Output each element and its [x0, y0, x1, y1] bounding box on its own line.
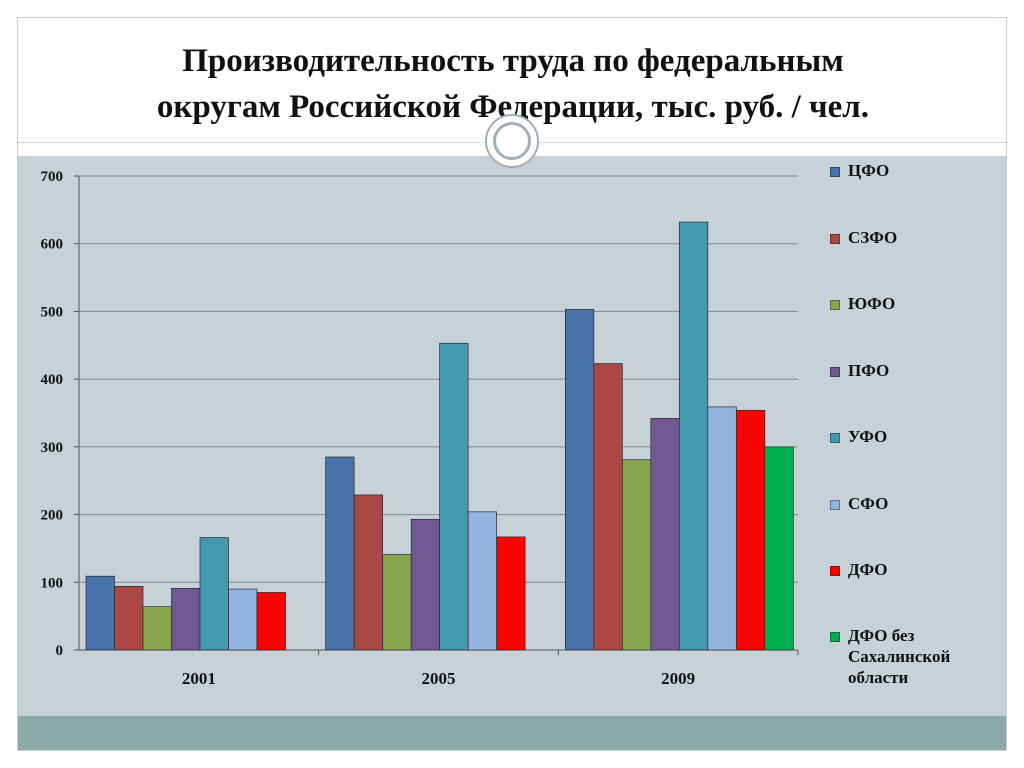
- legend-label: УФО: [848, 427, 888, 446]
- bar-УФО-2005: [439, 342, 469, 651]
- bar-ПФО-2005: [410, 518, 441, 651]
- y-tick-label: 600: [41, 237, 64, 253]
- legend-label: ДФО: [848, 560, 888, 579]
- y-tick-label: 200: [41, 508, 64, 524]
- bar-УФО-2009: [678, 221, 709, 651]
- y-tick-label: 500: [41, 304, 64, 320]
- bar-СЗФО-2009: [593, 363, 623, 651]
- circle-ornament-inner: [493, 122, 531, 160]
- y-tick-label: 700: [41, 169, 64, 185]
- legend-label: СЗФО: [848, 228, 898, 247]
- bar-СЗФО-2005: [353, 494, 384, 651]
- legend-swatch: [830, 500, 840, 510]
- bar-ЮФО-2005: [382, 554, 412, 651]
- bar-ПФО-2009: [650, 418, 680, 651]
- x-category-label: 2009: [661, 669, 695, 688]
- bar-ПФО-2001: [171, 588, 201, 651]
- x-category-label: 2005: [422, 669, 456, 688]
- legend-label: ДФО без Сахалинской области: [848, 626, 951, 687]
- legend-swatch: [830, 300, 840, 310]
- legend-label: СФО: [848, 494, 889, 513]
- bar-ЦФО-2001: [85, 575, 115, 651]
- legend-label: ЮФО: [848, 294, 896, 313]
- bar-СФО-2005: [467, 511, 498, 651]
- bar-ДФО без Сахалинской области-2009: [764, 446, 794, 651]
- bar-СЗФО-2001: [114, 585, 144, 651]
- legend-swatch: [830, 167, 840, 177]
- bar-ЮФО-2001: [142, 606, 172, 651]
- legend-swatch: [830, 433, 840, 443]
- bar-ЦФО-2009: [564, 309, 595, 651]
- bar-ЦФО-2005: [325, 456, 355, 651]
- slide-title-line-1: Производительность труда по федеральным: [182, 43, 844, 79]
- circle-ornament-icon: [485, 114, 539, 168]
- bar-ДФО-2005: [496, 536, 526, 651]
- bar-СФО-2001: [228, 588, 258, 651]
- legend-swatch: [830, 234, 840, 244]
- legend-swatch: [830, 566, 840, 576]
- bar-УФО-2001: [199, 537, 229, 651]
- y-tick-label: 100: [41, 575, 64, 591]
- y-tick-label: 400: [41, 372, 64, 388]
- legend-swatch: [830, 367, 840, 377]
- bar-ДФО-2009: [735, 409, 766, 651]
- legend-label: ПФО: [848, 361, 890, 380]
- y-tick-label: 300: [41, 440, 64, 456]
- legend-swatch: [830, 632, 840, 642]
- legend-label: ЦФО: [848, 161, 890, 180]
- footer-band: [18, 716, 1006, 750]
- x-category-label: 2001: [182, 669, 216, 688]
- bar-ДФО-2001: [256, 592, 286, 651]
- slide-title: Производительность труда по федеральным …: [18, 38, 1008, 130]
- y-tick-label: 0: [56, 643, 64, 659]
- bar-ЮФО-2009: [621, 459, 652, 651]
- bar-СФО-2009: [707, 406, 737, 651]
